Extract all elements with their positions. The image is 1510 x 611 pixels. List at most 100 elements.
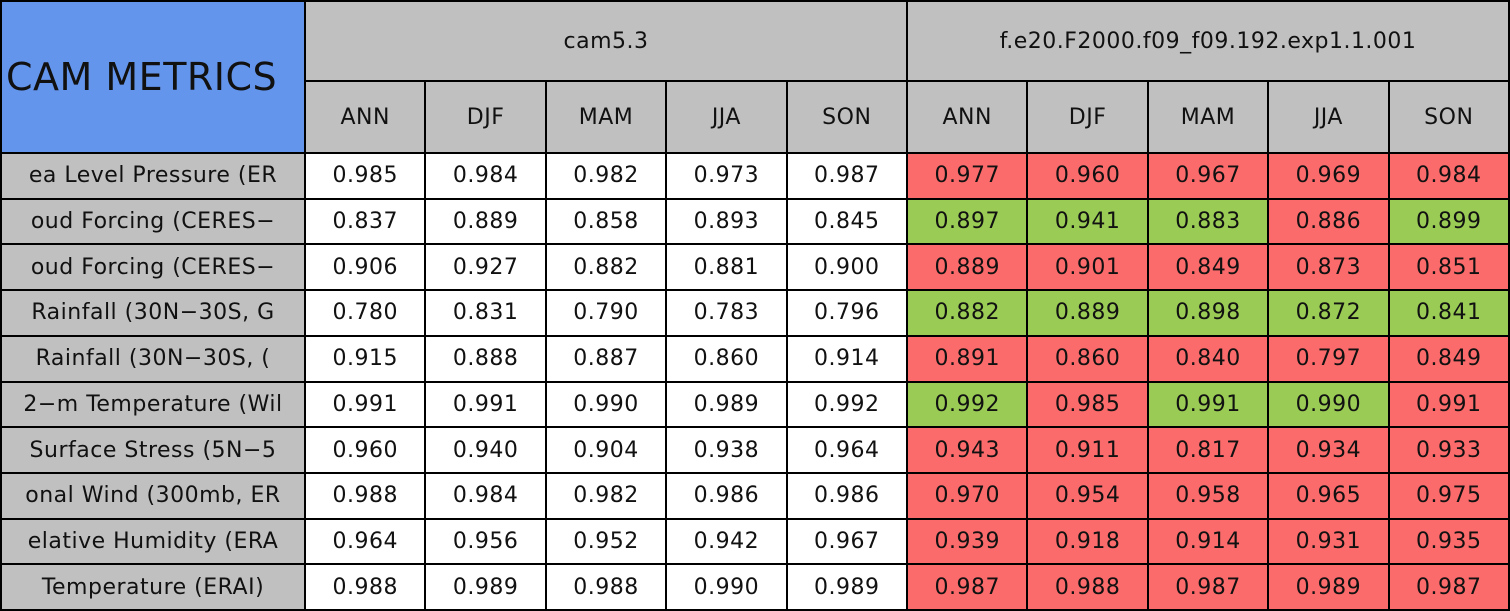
- value-cell: 0.960: [306, 428, 425, 472]
- value-cell: 0.940: [426, 428, 545, 472]
- value-cell: 0.988: [546, 565, 666, 609]
- value-cell: 0.888: [426, 336, 545, 381]
- value-cell: 0.973: [667, 154, 786, 198]
- value-cell: 0.840: [1148, 336, 1268, 381]
- value-cell: 0.889: [908, 245, 1027, 290]
- value-cell: 0.893: [667, 199, 786, 244]
- value-cell: 0.987: [908, 565, 1027, 609]
- value-cell: 0.985: [1028, 382, 1147, 427]
- value-cell: 0.990: [667, 565, 786, 609]
- column-header: MAM: [1148, 82, 1268, 152]
- value-cell: 0.817: [1148, 428, 1268, 472]
- value-cell: 0.881: [667, 245, 786, 290]
- column-header: MAM: [546, 82, 666, 152]
- value-cell: 0.783: [667, 291, 786, 335]
- value-cell: 0.914: [1148, 519, 1268, 564]
- value-cell: 0.969: [1269, 154, 1388, 198]
- value-cell: 0.882: [908, 291, 1027, 335]
- column-header: JJA: [667, 82, 786, 152]
- value-cell: 0.943: [908, 428, 1027, 472]
- value-cell: 0.992: [787, 382, 906, 427]
- value-cell: 0.938: [667, 428, 786, 472]
- value-cell: 0.911: [1028, 428, 1147, 472]
- value-cell: 0.958: [1148, 473, 1268, 518]
- value-cell: 0.780: [306, 291, 425, 335]
- value-cell: 0.991: [1389, 382, 1508, 427]
- value-cell: 0.851: [1389, 245, 1508, 290]
- value-cell: 0.987: [1148, 565, 1268, 609]
- value-cell: 0.849: [1389, 336, 1508, 381]
- value-cell: 0.904: [546, 428, 666, 472]
- table-title: CAM METRICS: [2, 2, 304, 152]
- value-cell: 0.964: [787, 428, 906, 472]
- value-cell: 0.941: [1028, 199, 1147, 244]
- row-label: oud Forcing (CERES−: [2, 199, 304, 244]
- value-cell: 0.986: [787, 473, 906, 518]
- value-cell: 0.991: [1148, 382, 1268, 427]
- value-cell: 0.858: [546, 199, 666, 244]
- value-cell: 0.965: [1269, 473, 1388, 518]
- value-cell: 0.914: [787, 336, 906, 381]
- column-header: SON: [1389, 82, 1508, 152]
- value-cell: 0.891: [908, 336, 1027, 381]
- value-cell: 0.931: [1269, 519, 1388, 564]
- value-cell: 0.860: [667, 336, 786, 381]
- value-cell: 0.939: [908, 519, 1027, 564]
- value-cell: 0.982: [546, 473, 666, 518]
- row-label: Rainfall (30N−30S, G: [2, 291, 304, 335]
- value-cell: 0.988: [306, 565, 425, 609]
- value-cell: 0.942: [667, 519, 786, 564]
- value-cell: 0.985: [306, 154, 425, 198]
- value-cell: 0.975: [1389, 473, 1508, 518]
- value-cell: 0.960: [1028, 154, 1147, 198]
- row-label: 2−m Temperature (Wil: [2, 382, 304, 427]
- value-cell: 0.967: [1148, 154, 1268, 198]
- value-cell: 0.987: [787, 154, 906, 198]
- value-cell: 0.841: [1389, 291, 1508, 335]
- row-label: oud Forcing (CERES−: [2, 245, 304, 290]
- value-cell: 0.991: [426, 382, 545, 427]
- column-header: ANN: [908, 82, 1027, 152]
- value-cell: 0.796: [787, 291, 906, 335]
- value-cell: 0.889: [1028, 291, 1147, 335]
- value-cell: 0.887: [546, 336, 666, 381]
- value-cell: 0.837: [306, 199, 425, 244]
- value-cell: 0.977: [908, 154, 1027, 198]
- group-header: f.e20.F2000.f09_f09.192.exp1.1.001: [908, 2, 1508, 80]
- value-cell: 0.918: [1028, 519, 1147, 564]
- row-label: onal Wind (300mb, ER: [2, 473, 304, 518]
- value-cell: 0.952: [546, 519, 666, 564]
- value-cell: 0.873: [1269, 245, 1388, 290]
- value-cell: 0.988: [1028, 565, 1147, 609]
- value-cell: 0.967: [787, 519, 906, 564]
- value-cell: 0.899: [1389, 199, 1508, 244]
- value-cell: 0.849: [1148, 245, 1268, 290]
- value-cell: 0.898: [1148, 291, 1268, 335]
- value-cell: 0.989: [787, 565, 906, 609]
- value-cell: 0.989: [667, 382, 786, 427]
- column-header: SON: [787, 82, 906, 152]
- value-cell: 0.954: [1028, 473, 1147, 518]
- row-label: Temperature (ERAI): [2, 565, 304, 609]
- value-cell: 0.986: [667, 473, 786, 518]
- column-header: DJF: [426, 82, 545, 152]
- value-cell: 0.991: [306, 382, 425, 427]
- value-cell: 0.883: [1148, 199, 1268, 244]
- value-cell: 0.970: [908, 473, 1027, 518]
- value-cell: 0.935: [1389, 519, 1508, 564]
- value-cell: 0.956: [426, 519, 545, 564]
- value-cell: 0.897: [908, 199, 1027, 244]
- value-cell: 0.886: [1269, 199, 1388, 244]
- value-cell: 0.984: [1389, 154, 1508, 198]
- row-label: elative Humidity (ERA: [2, 519, 304, 564]
- value-cell: 0.927: [426, 245, 545, 290]
- value-cell: 0.906: [306, 245, 425, 290]
- value-cell: 0.982: [546, 154, 666, 198]
- value-cell: 0.872: [1269, 291, 1388, 335]
- row-label: ea Level Pressure (ER: [2, 154, 304, 198]
- value-cell: 0.992: [908, 382, 1027, 427]
- value-cell: 0.990: [1269, 382, 1388, 427]
- column-header: DJF: [1028, 82, 1147, 152]
- value-cell: 0.882: [546, 245, 666, 290]
